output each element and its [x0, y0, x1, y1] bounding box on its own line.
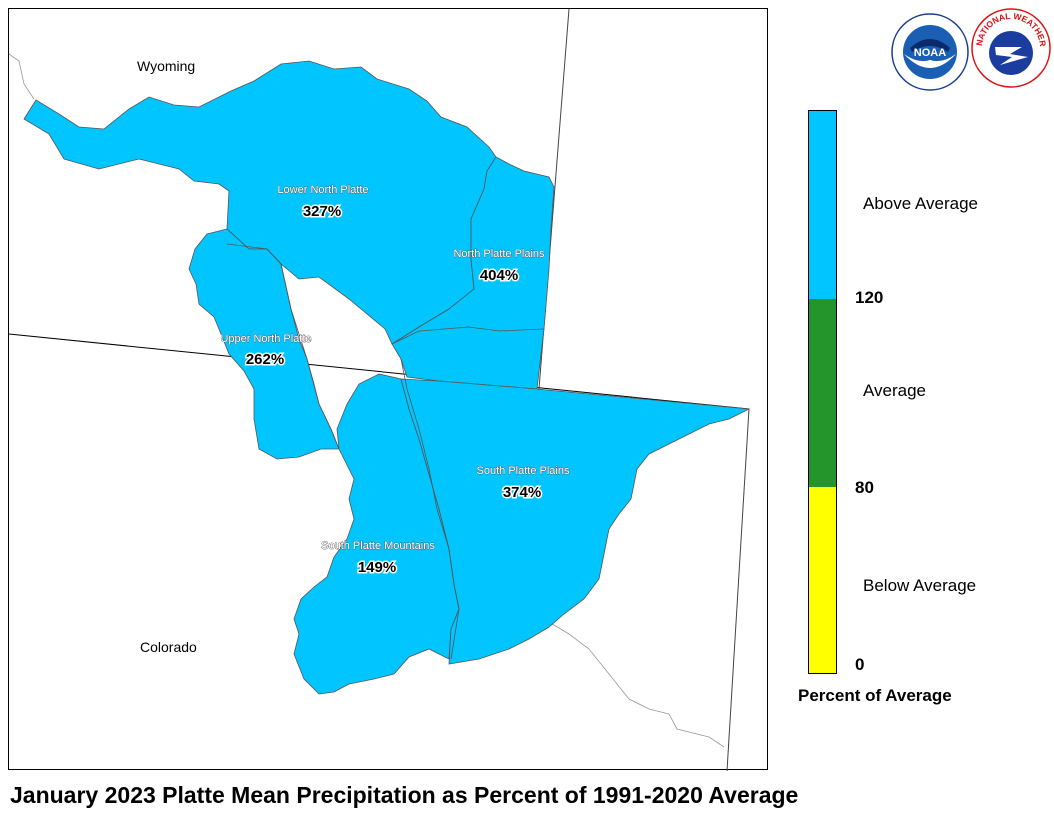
- noaa-logo-text: NOAA: [914, 47, 946, 59]
- basin-label-south-platte-mountains: South Platte Mountains: [321, 540, 435, 552]
- divide-north-plains: [391, 326, 545, 345]
- basin-value-south-platte-plains: 374%: [503, 484, 541, 501]
- county-line-nw: [9, 53, 35, 100]
- noaa-logo-icon: NOAA: [891, 13, 969, 91]
- legend-tick-120: 120: [855, 288, 884, 307]
- basin-upper-north-platte[interactable]: [188, 228, 340, 460]
- basin-label-lower-north-platte: Lower North Platte: [277, 184, 368, 196]
- legend-color-bar: [808, 110, 837, 674]
- state-border-co-ne: [726, 408, 750, 771]
- basin-value-lower-north-platte: 327%: [303, 203, 341, 220]
- map-frame: Wyoming Colorado Lower North Platte 327%…: [8, 8, 768, 771]
- divide-upper-lower: [226, 243, 340, 450]
- basin-value-upper-north-platte: 262%: [246, 351, 284, 368]
- legend-title: Percent of Average: [798, 686, 952, 705]
- legend-tick-0: 0: [855, 655, 865, 674]
- legend-swatch-below-average: [809, 487, 836, 673]
- state-label-colorado: Colorado: [140, 639, 197, 655]
- basin-label-south-platte-plains: South Platte Plains: [477, 465, 570, 477]
- basin-value-north-platte-plains: 404%: [480, 267, 518, 284]
- legend-label-below-average: Below Average: [863, 576, 977, 595]
- basin-label-north-platte-plains: North Platte Plains: [453, 248, 545, 260]
- legend-label-above-average: Above Average: [863, 194, 978, 213]
- basin-label-upper-north-platte: Upper North Platte: [220, 333, 311, 345]
- legend-swatch-above-average: [809, 111, 836, 299]
- state-border-wy-co: [9, 333, 750, 410]
- basin-map: Wyoming Colorado Lower North Platte 327%…: [9, 9, 751, 771]
- county-line-se: [543, 618, 725, 748]
- legend-tick-80: 80: [855, 478, 874, 497]
- state-label-wyoming: Wyoming: [137, 58, 195, 74]
- basin-value-south-platte-mountains: 149%: [358, 559, 396, 576]
- legend-swatch-average: [809, 299, 836, 487]
- nws-logo-icon: NATIONAL WEATHER SERVICE: [970, 7, 1051, 88]
- divide-south-mtn-plains: [400, 358, 460, 660]
- page-title: January 2023 Platte Mean Precipitation a…: [10, 782, 799, 808]
- basin-north-platte-plains[interactable]: [391, 156, 555, 390]
- legend-label-average: Average: [863, 381, 927, 400]
